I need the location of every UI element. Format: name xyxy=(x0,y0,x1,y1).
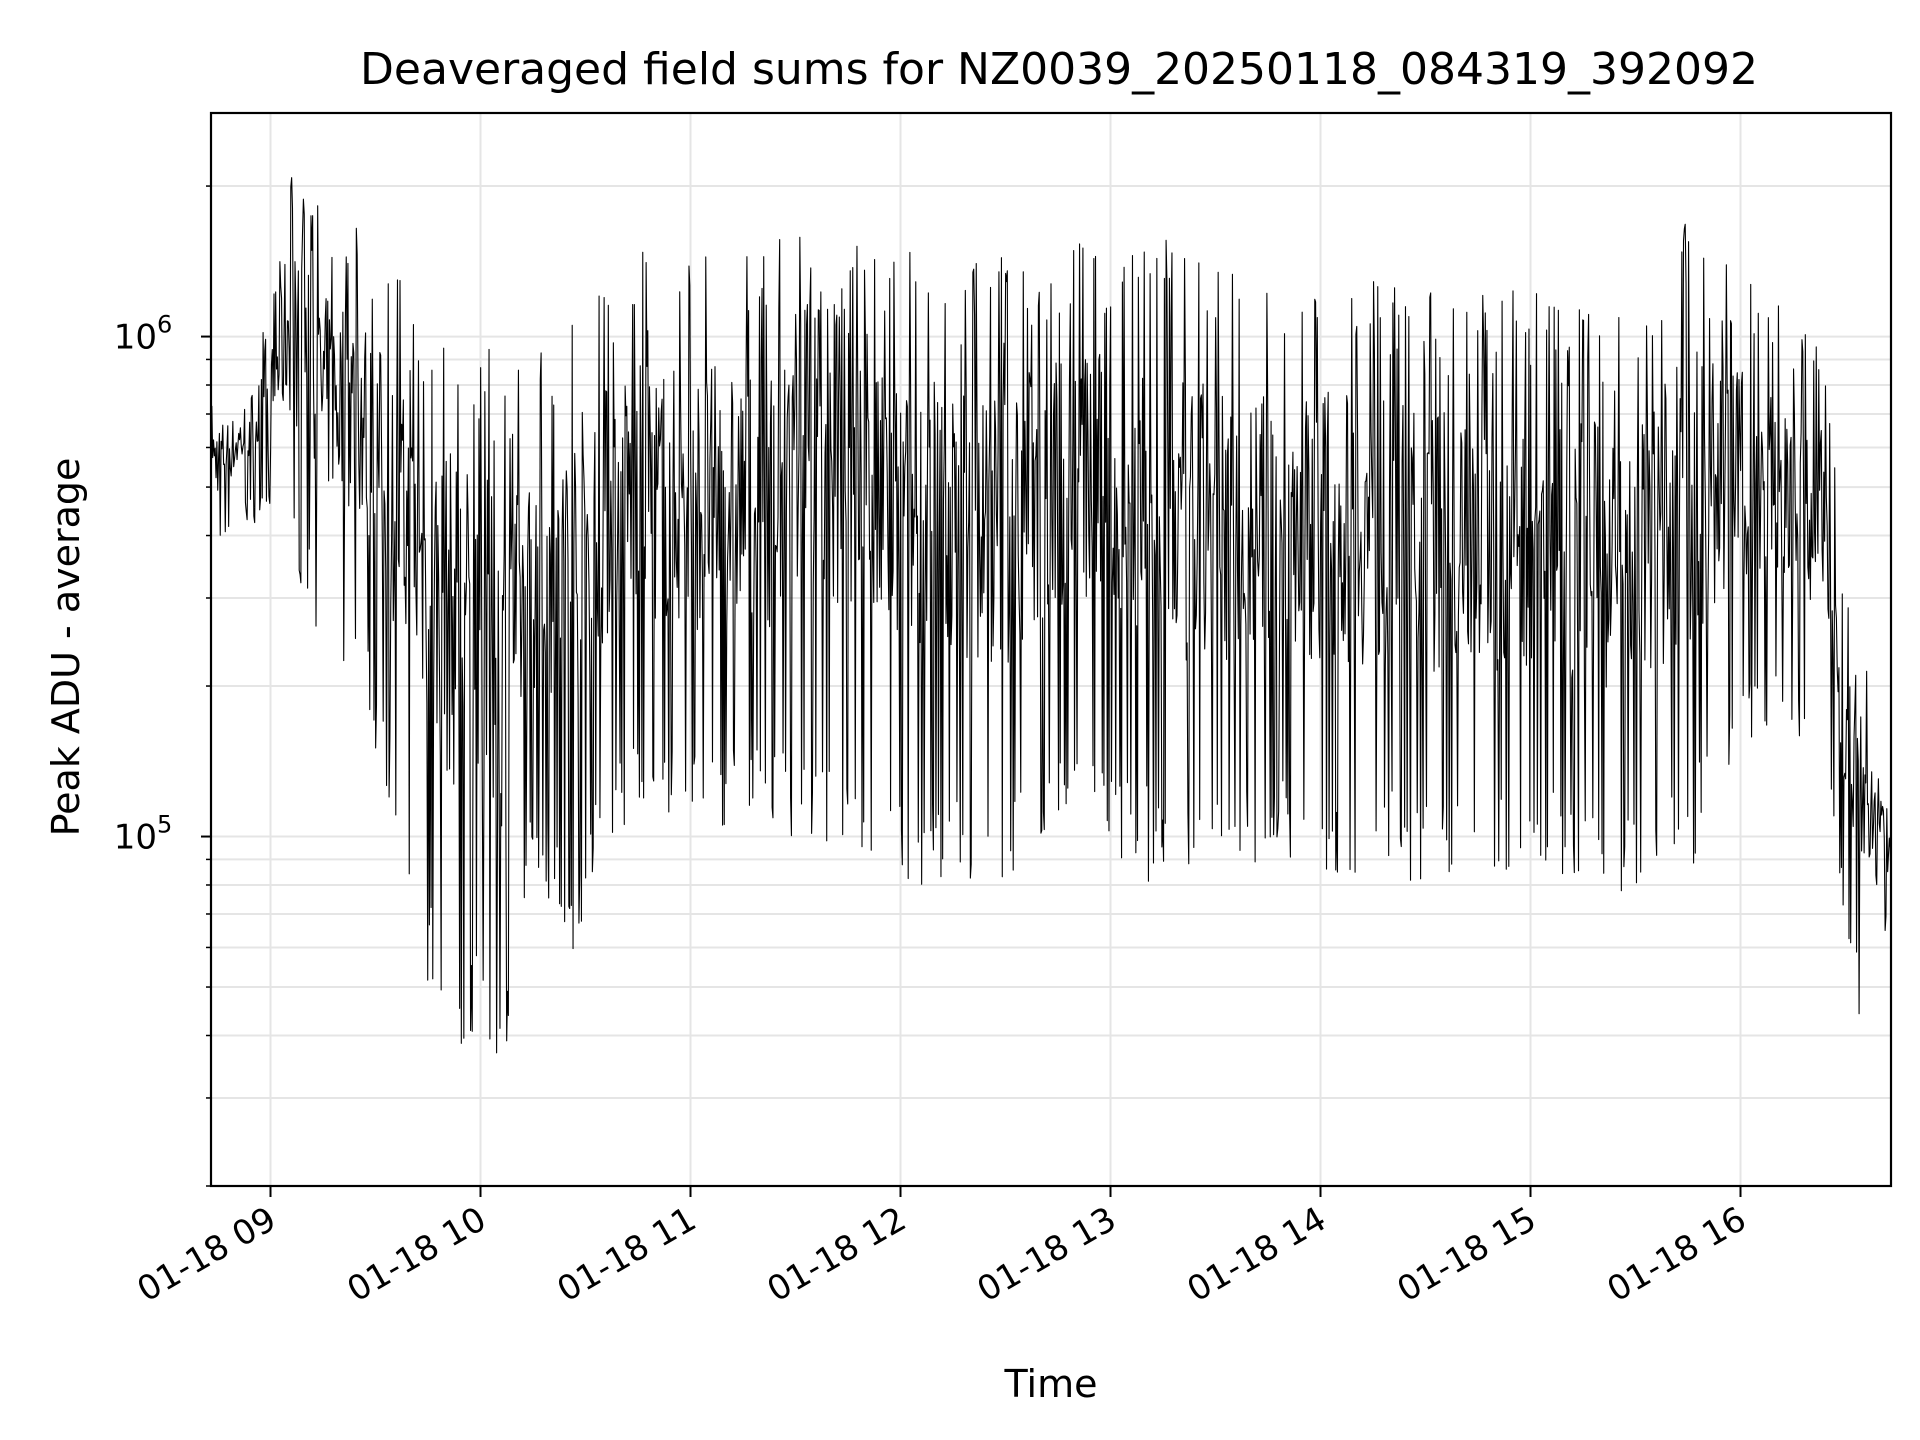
x-ticks: 01-18 09 01-18 10 01-18 11 01-18 12 01-18 13… xyxy=(131,1186,1753,1310)
y-tick-label: 105 xyxy=(114,811,173,858)
y-axis-label: Peak ADU - average xyxy=(44,458,88,837)
x-tick-label: 01-18 13 xyxy=(971,1199,1123,1310)
x-tick-label: 01-18 14 xyxy=(1181,1199,1333,1310)
x-tick-label: 01-18 12 xyxy=(761,1199,913,1310)
x-tick-label: 01-18 16 xyxy=(1601,1199,1753,1310)
series-line xyxy=(210,177,1892,1054)
x-tick-label: 01-18 11 xyxy=(551,1199,703,1310)
chart-title: Deaveraged field sums for NZ0039_2025011… xyxy=(360,44,1758,95)
y-ticks: 106 105 xyxy=(114,185,211,1187)
x-tick-label: 01-18 10 xyxy=(341,1199,493,1310)
x-tick-label: 01-18 15 xyxy=(1391,1199,1543,1310)
x-axis-label: Time xyxy=(1004,1362,1098,1406)
plot-frame xyxy=(209,111,1893,1188)
x-tick-label: 01-18 09 xyxy=(131,1199,283,1310)
grid xyxy=(211,113,1891,1187)
y-tick-label: 106 xyxy=(114,311,173,358)
series-path xyxy=(210,177,1892,1054)
